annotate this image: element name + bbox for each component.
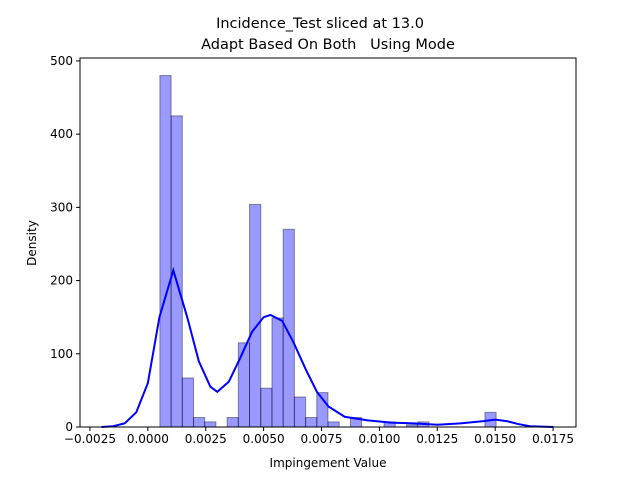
histogram-bar — [159, 75, 172, 428]
histogram-bar — [204, 421, 217, 428]
histogram-bar — [282, 228, 295, 428]
histogram-bar — [305, 416, 318, 428]
x-tick-label: 0.0025 — [185, 432, 227, 446]
plot-frame — [79, 57, 577, 428]
histogram-bar — [181, 377, 195, 428]
y-axis-label: Density — [25, 220, 39, 266]
histogram-bar — [237, 342, 251, 428]
x-tick-label: 0.0150 — [474, 432, 516, 446]
y-tick-label: 100 — [50, 347, 73, 361]
x-tick-label: −0.0025 — [64, 432, 116, 446]
y-tick-label: 300 — [50, 200, 73, 214]
x-tick-label: 0.0100 — [358, 432, 400, 446]
x-tick-label: 0.0000 — [127, 432, 169, 446]
x-tick-label: 0.0175 — [532, 432, 574, 446]
histogram-bar — [193, 416, 206, 428]
x-tick-label: 0.0075 — [301, 432, 343, 446]
y-tick-label: 200 — [50, 274, 73, 288]
chart-subtitle: Adapt Based On Both Using Mode — [201, 37, 455, 53]
y-tick-label: 500 — [50, 54, 73, 68]
histogram-bar — [260, 387, 273, 428]
histogram-bar — [293, 396, 307, 428]
y-tick-label: 400 — [50, 127, 73, 141]
histogram-bar — [249, 203, 262, 428]
y-tick-label: 0 — [65, 420, 73, 434]
chart-title: Incidence_Test sliced at 13.0 — [216, 16, 424, 32]
histogram-bar — [327, 421, 340, 428]
x-tick-label: 0.0050 — [243, 432, 285, 446]
x-tick-label: 0.0125 — [416, 432, 458, 446]
histogram-bar — [271, 317, 284, 428]
histogram-bar — [226, 416, 239, 428]
x-axis-label: Impingement Value — [270, 456, 387, 470]
kde-line — [101, 266, 554, 428]
